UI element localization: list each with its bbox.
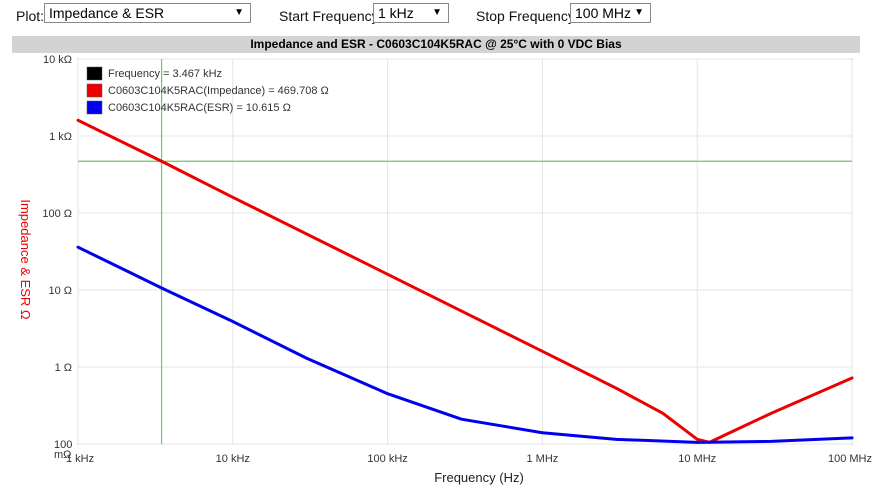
- legend-swatch: [86, 100, 103, 115]
- chevron-down-icon: ▼: [634, 7, 644, 18]
- y-tick-label: 100: [54, 439, 72, 451]
- x-tick-label: 10 MHz: [678, 453, 716, 465]
- y-axis-label: Impedance & ESR Ω: [18, 199, 33, 320]
- y-tick-label: 10 kΩ: [43, 54, 72, 66]
- start-frequency-value: 1 kHz: [378, 5, 414, 21]
- x-axis-label: Frequency (Hz): [434, 470, 524, 485]
- series-line-esr: [76, 245, 854, 444]
- stop-frequency-label: Stop Frequency:: [476, 8, 579, 24]
- start-frequency-select[interactable]: 1 kHz ▼: [373, 3, 449, 23]
- stop-frequency-value: 100 MHz: [575, 5, 632, 21]
- legend-swatch: [86, 83, 103, 98]
- y-tick-label: 1 Ω: [55, 362, 72, 374]
- legend-entry: C0603C104K5RAC(Impedance) = 469.708 Ω: [108, 85, 329, 97]
- series-line-impedance: [76, 118, 854, 444]
- x-tick-label: 1 MHz: [527, 453, 559, 465]
- x-tick-label: 1 kHz: [66, 453, 94, 465]
- plot-select-value: Impedance & ESR: [49, 5, 165, 21]
- chevron-down-icon: ▼: [234, 7, 244, 18]
- plot-area: [77, 58, 853, 445]
- y-tick-label: 100 Ω: [42, 208, 72, 220]
- y-tick-label: 10 Ω: [48, 285, 72, 297]
- x-tick-label: 100 MHz: [828, 453, 872, 465]
- y-tick-label-unit: mΩ: [54, 449, 71, 461]
- stop-frequency-select[interactable]: 100 MHz ▼: [570, 3, 651, 23]
- legend-entry: Frequency = 3.467 kHz: [108, 68, 222, 80]
- chart-title: Impedance and ESR - C0603C104K5RAC @ 25°…: [12, 36, 860, 53]
- legend-swatch: [86, 66, 103, 81]
- chevron-down-icon: ▼: [432, 7, 442, 18]
- plot-label: Plot:: [16, 8, 45, 24]
- controls-bar: Plot: Impedance & ESR ▼ Start Frequency:…: [0, 0, 890, 32]
- x-tick-label: 100 kHz: [367, 453, 407, 465]
- legend-entry: C0603C104K5RAC(ESR) = 10.615 Ω: [108, 102, 291, 114]
- start-frequency-label: Start Frequency:: [279, 8, 383, 24]
- y-tick-label: 1 kΩ: [49, 131, 72, 143]
- plot-select[interactable]: Impedance & ESR ▼: [44, 3, 251, 23]
- x-tick-label: 10 kHz: [216, 453, 250, 465]
